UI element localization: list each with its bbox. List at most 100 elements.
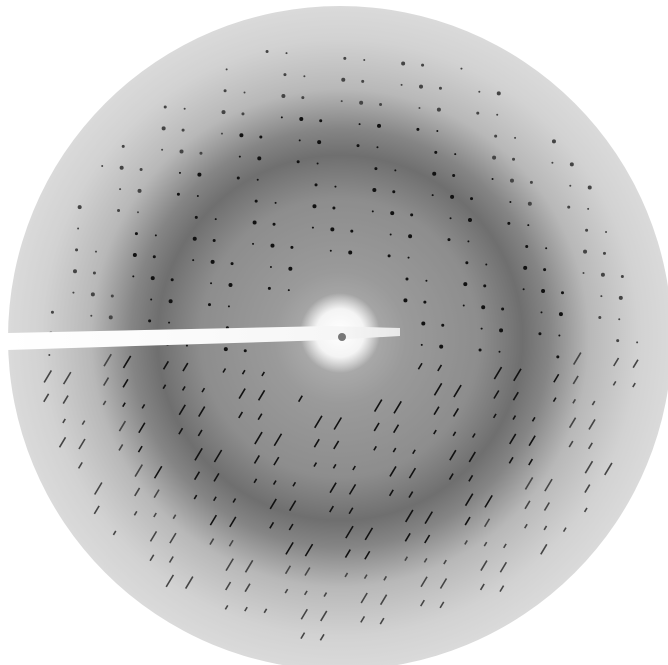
streak — [493, 390, 500, 399]
spot — [522, 288, 525, 291]
spot — [636, 341, 639, 344]
spot — [598, 316, 602, 320]
streak — [509, 433, 517, 445]
spot — [389, 233, 392, 236]
streak — [232, 498, 237, 503]
spot — [470, 197, 474, 201]
spot — [400, 83, 403, 86]
spot — [239, 133, 244, 138]
spot — [462, 304, 465, 307]
spot — [374, 167, 378, 171]
spot — [290, 245, 294, 249]
streak — [103, 353, 112, 367]
streak — [632, 382, 636, 388]
streak — [392, 424, 400, 434]
spot — [161, 148, 164, 151]
streak — [102, 400, 107, 406]
spot — [494, 134, 498, 138]
spot — [256, 178, 259, 181]
streak — [319, 633, 325, 641]
spot — [119, 165, 124, 170]
spot — [551, 139, 556, 144]
spot — [150, 298, 153, 301]
streak — [360, 592, 368, 604]
streak — [524, 523, 528, 529]
spot — [390, 211, 395, 216]
spot — [223, 89, 227, 93]
spot — [270, 243, 275, 248]
spot — [176, 192, 180, 196]
spot — [569, 162, 574, 167]
spot — [371, 210, 374, 213]
spot — [529, 180, 533, 184]
spot — [452, 174, 456, 178]
spot — [254, 199, 258, 203]
streak — [544, 478, 553, 492]
streak — [134, 464, 144, 477]
spot — [416, 127, 420, 131]
spot — [136, 211, 139, 214]
streak — [464, 493, 474, 507]
streak — [388, 489, 394, 497]
streak — [273, 433, 283, 447]
streak — [198, 406, 206, 417]
streak — [412, 449, 416, 455]
streak — [118, 420, 127, 432]
spot — [340, 100, 343, 103]
spot — [281, 93, 286, 98]
streak — [333, 417, 343, 430]
streak — [229, 516, 237, 528]
spot — [332, 206, 336, 210]
streak — [149, 530, 158, 542]
streak — [314, 415, 323, 429]
spot — [408, 234, 413, 239]
spot — [179, 149, 184, 154]
spot — [401, 61, 406, 66]
streak — [348, 507, 354, 515]
streak — [93, 505, 100, 515]
spot — [168, 321, 171, 324]
streak — [344, 549, 351, 558]
streak — [213, 449, 223, 463]
spot — [252, 242, 255, 245]
spot — [600, 295, 603, 298]
spot — [132, 275, 135, 278]
streak — [303, 590, 308, 596]
streak — [471, 433, 476, 438]
spot — [618, 295, 623, 300]
spot — [230, 262, 234, 266]
streak — [503, 543, 507, 549]
beam-spot — [338, 333, 346, 341]
spot — [499, 328, 504, 333]
spot — [436, 107, 441, 112]
streak — [433, 429, 437, 435]
spot — [207, 303, 211, 307]
spot — [199, 151, 203, 155]
spot — [227, 305, 230, 308]
streak — [373, 399, 383, 412]
spot — [618, 318, 621, 321]
spot — [560, 291, 564, 295]
streak — [508, 456, 514, 464]
spot — [72, 291, 75, 294]
streak — [222, 368, 227, 373]
streak — [452, 408, 460, 417]
spot — [376, 146, 379, 149]
streak — [562, 527, 567, 533]
spot — [181, 128, 185, 132]
streak — [162, 384, 167, 390]
streak — [329, 482, 337, 494]
spot — [410, 213, 414, 217]
streak — [193, 471, 201, 481]
streak — [464, 540, 468, 545]
spot — [527, 201, 532, 206]
spot — [450, 194, 455, 199]
streak — [408, 491, 414, 498]
spot — [170, 278, 174, 282]
streak — [169, 532, 177, 544]
spot — [163, 105, 167, 109]
streak — [118, 444, 124, 451]
streak — [543, 525, 548, 531]
beam-stop — [8, 326, 400, 350]
spot — [269, 265, 272, 268]
